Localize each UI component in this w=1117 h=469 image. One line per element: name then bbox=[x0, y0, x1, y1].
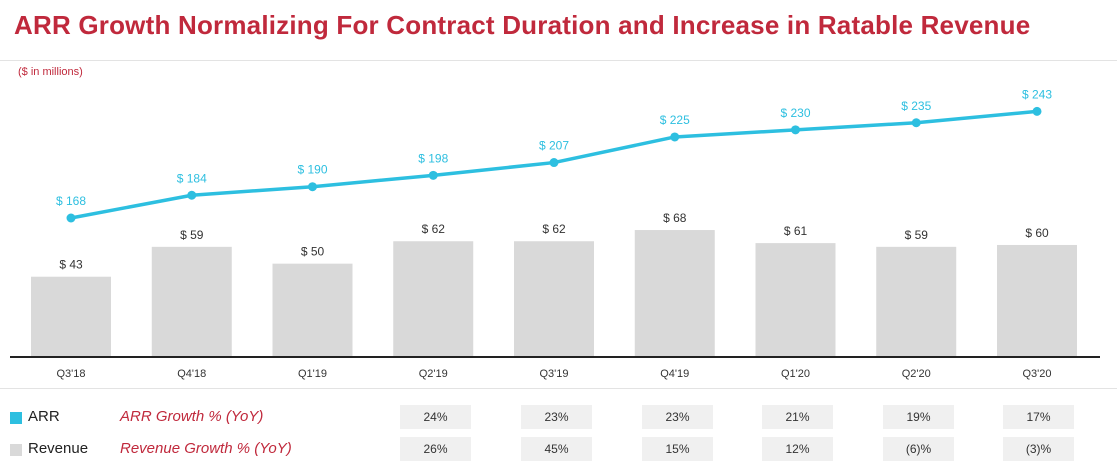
arr-legend-label: ARR bbox=[28, 408, 60, 425]
revenue-bar bbox=[272, 263, 353, 357]
arr-data-label: $ 168 bbox=[56, 194, 86, 208]
revenue-bar bbox=[31, 276, 111, 357]
combo-chart: $ 43 $ 59 $ 50 $ 62 $ 62 $ 68 $ 61 $ 59 $ 60 Q3'… bbox=[10, 87, 1100, 380]
arr-point bbox=[1032, 106, 1042, 116]
arr-data-label: $ 190 bbox=[297, 163, 327, 177]
revenue-data-label: $ 68 bbox=[663, 211, 687, 225]
revenue-data-label: $ 62 bbox=[422, 222, 446, 236]
arr-data-label: $ 243 bbox=[1022, 87, 1052, 101]
arr-point bbox=[66, 213, 76, 223]
arr-point bbox=[549, 158, 559, 168]
arr-data-label: $ 230 bbox=[780, 106, 810, 120]
x-tick-label: Q2'20 bbox=[902, 368, 931, 380]
arr-point bbox=[187, 190, 197, 200]
x-tick-label: Q3'18 bbox=[56, 368, 85, 380]
revenue-data-label: $ 62 bbox=[542, 222, 566, 236]
arr-growth-cell: 21% bbox=[762, 405, 833, 429]
arr-growth-cell: 17% bbox=[1003, 405, 1074, 429]
revenue-bar bbox=[634, 230, 715, 357]
arr-data-label: $ 184 bbox=[177, 171, 207, 185]
x-axis-tick-labels: Q3'18 Q4'18 Q1'19 Q2'19 Q3'19 Q4'19 Q1'20 Q2'20… bbox=[56, 368, 1051, 380]
revenue-growth-cell: 15% bbox=[642, 437, 713, 461]
arr-data-label: $ 198 bbox=[418, 151, 448, 165]
revenue-bar-labels: $ 43 $ 59 $ 50 $ 62 $ 62 $ 68 $ 61 $ 59 $ 60 bbox=[59, 211, 1049, 272]
revenue-growth-label: Revenue Growth % (YoY) bbox=[120, 440, 292, 457]
revenue-bar bbox=[514, 241, 594, 357]
revenue-growth-cell: (6)% bbox=[883, 437, 954, 461]
revenue-bar bbox=[876, 246, 957, 357]
arr-growth-cell: 19% bbox=[883, 405, 954, 429]
revenue-data-label: $ 60 bbox=[1025, 226, 1049, 240]
revenue-data-label: $ 50 bbox=[301, 245, 325, 259]
revenue-bar bbox=[755, 243, 836, 357]
arr-growth-label: ARR Growth % (YoY) bbox=[120, 408, 264, 425]
revenue-data-label: $ 43 bbox=[59, 258, 83, 272]
page-title: ARR Growth Normalizing For Contract Dura… bbox=[14, 10, 1031, 40]
revenue-growth-cell: (3)% bbox=[1003, 437, 1074, 461]
x-tick-label: Q3'19 bbox=[539, 368, 568, 380]
revenue-legend-swatch bbox=[10, 444, 22, 456]
arr-growth-cell: 23% bbox=[642, 405, 713, 429]
revenue-legend-label: Revenue bbox=[28, 440, 89, 457]
arr-line-series bbox=[66, 106, 1042, 223]
arr-point-labels: $ 168 $ 184 $ 190 $ 198 $ 207 $ 225 $ 230 $ 235… bbox=[56, 87, 1052, 208]
arr-data-label: $ 207 bbox=[539, 139, 569, 153]
revenue-data-label: $ 59 bbox=[180, 228, 204, 242]
arr-legend-swatch bbox=[10, 412, 22, 424]
x-tick-label: Q4'18 bbox=[177, 368, 206, 380]
revenue-bar bbox=[393, 241, 474, 357]
arr-point bbox=[428, 170, 438, 180]
revenue-bar bbox=[151, 246, 232, 357]
x-tick-label: Q4'19 bbox=[660, 368, 689, 380]
arr-growth-cell: 24% bbox=[400, 405, 471, 429]
revenue-growth-cell: 12% bbox=[762, 437, 833, 461]
x-tick-label: Q2'19 bbox=[419, 368, 448, 380]
x-tick-label: Q1'20 bbox=[781, 368, 810, 380]
arr-point bbox=[911, 118, 921, 128]
unit-note: ($ in millions) bbox=[18, 66, 83, 78]
revenue-data-label: $ 61 bbox=[784, 224, 808, 238]
revenue-data-label: $ 59 bbox=[905, 228, 929, 242]
x-tick-label: Q3'20 bbox=[1022, 368, 1051, 380]
revenue-growth-cell: 45% bbox=[521, 437, 592, 461]
title-divider bbox=[0, 60, 1117, 61]
revenue-growth-cell: 26% bbox=[400, 437, 471, 461]
arr-growth-cell: 23% bbox=[521, 405, 592, 429]
revenue-growth-row: Revenue Revenue Growth % (YoY) 26% 45% 1… bbox=[0, 437, 1117, 465]
x-tick-label: Q1'19 bbox=[298, 368, 327, 380]
table-divider bbox=[0, 388, 1117, 389]
revenue-bar bbox=[997, 244, 1077, 357]
arr-data-label: $ 235 bbox=[901, 99, 931, 113]
arr-point bbox=[791, 125, 800, 135]
arr-growth-row: ARR ARR Growth % (YoY) 24% 23% 23% 21% 1… bbox=[0, 405, 1117, 433]
arr-point bbox=[308, 182, 317, 192]
arr-point bbox=[670, 132, 680, 142]
revenue-bars bbox=[31, 230, 1077, 357]
arr-data-label: $ 225 bbox=[660, 113, 690, 127]
